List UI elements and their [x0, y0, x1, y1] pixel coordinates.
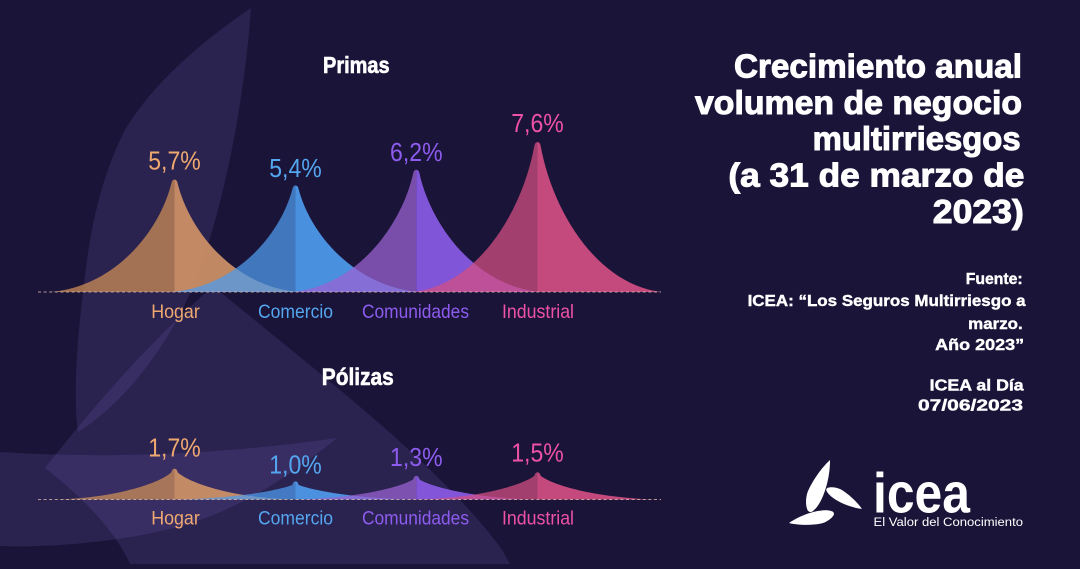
svg-text:6,2%: 6,2% — [390, 139, 443, 167]
svg-text:Pólizas: Pólizas — [322, 364, 394, 391]
svg-text:Hogar: Hogar — [151, 301, 200, 323]
svg-text:5,4%: 5,4% — [269, 155, 322, 183]
svg-text:Hogar: Hogar — [151, 508, 200, 530]
svg-text:1,0%: 1,0% — [269, 451, 322, 479]
svg-text:ICEA: “Los Seguros Multirriesg: ICEA: “Los Seguros Multirriesgo a — [748, 293, 1026, 310]
svg-text:Comercio: Comercio — [258, 301, 333, 323]
svg-text:El Valor del Conocimiento: El Valor del Conocimiento — [874, 515, 1024, 529]
svg-text:Año 2023”: Año 2023” — [935, 337, 1024, 354]
svg-text:multirriesgos: multirriesgos — [813, 120, 1021, 157]
svg-text:1,7%: 1,7% — [148, 435, 201, 463]
svg-text:volumen de negocio: volumen de negocio — [695, 84, 1022, 121]
svg-text:1,3%: 1,3% — [390, 444, 443, 472]
svg-text:Comercio: Comercio — [258, 508, 333, 530]
svg-text:07/06/2023: 07/06/2023 — [918, 398, 1023, 415]
svg-text:2023): 2023) — [933, 193, 1024, 230]
svg-text:Comunidades: Comunidades — [362, 301, 469, 323]
svg-text:7,6%: 7,6% — [511, 110, 564, 138]
svg-text:ICEA al Día: ICEA al Día — [930, 378, 1024, 395]
svg-text:marzo.: marzo. — [968, 316, 1023, 333]
svg-text:5,7%: 5,7% — [148, 147, 201, 175]
svg-text:Comunidades: Comunidades — [362, 508, 469, 530]
svg-text:Crecimiento anual: Crecimiento anual — [734, 47, 1022, 84]
svg-text:Primas: Primas — [323, 52, 390, 78]
svg-text:Industrial: Industrial — [502, 301, 574, 323]
svg-text:Industrial: Industrial — [502, 508, 574, 530]
svg-text:(a 31 de marzo de: (a 31 de marzo de — [728, 157, 1024, 194]
svg-text:Fuente:: Fuente: — [966, 271, 1023, 288]
svg-text:icea: icea — [873, 462, 971, 526]
svg-text:1,5%: 1,5% — [511, 439, 564, 467]
